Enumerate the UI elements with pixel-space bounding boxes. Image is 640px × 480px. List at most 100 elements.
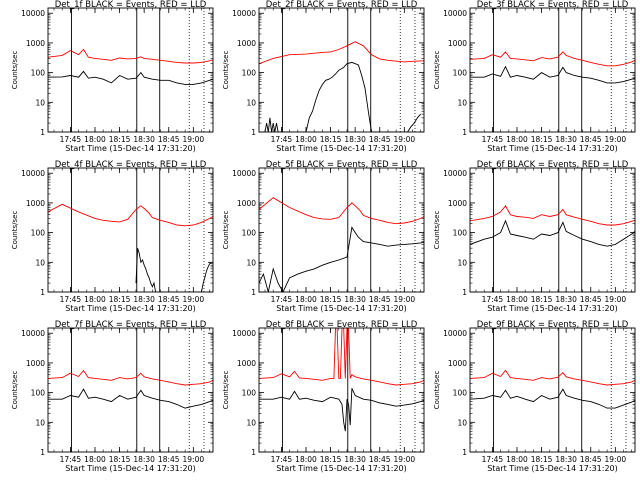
event-rate-line <box>470 65 635 84</box>
y-axis-label: Counts/sec <box>433 371 441 410</box>
x-tick-label: 18:00 <box>84 295 106 304</box>
x-tick-label: 19:00 <box>605 135 627 144</box>
x-axis-label: Start Time (15-Dec-14 17:31:20) <box>276 464 407 473</box>
x-tick-label: 19:00 <box>183 295 205 304</box>
y-tick-label: 1 <box>251 128 256 137</box>
plot-frame <box>47 7 214 133</box>
y-tick-label: 10 <box>246 98 256 107</box>
panel-title: Det_5f BLACK = Events, RED = LLD <box>266 160 418 170</box>
y-tick-label: 100 <box>453 69 468 78</box>
lld-rate-line <box>259 197 424 225</box>
x-axis-label: Start Time (15-Dec-14 17:31:20) <box>487 304 618 313</box>
y-tick-label: 1 <box>462 128 467 137</box>
x-tick-label: 17:45 <box>482 455 504 464</box>
x-tick-label: 18:00 <box>84 455 106 464</box>
x-tick-label: 18:00 <box>84 135 106 144</box>
lld-rate-line <box>470 204 635 226</box>
event-rate-line <box>48 388 213 409</box>
event-rate-line <box>470 388 635 409</box>
panel-title: Det_9f BLACK = Events, RED = LLD <box>477 320 629 330</box>
x-tick-label: 19:00 <box>183 135 205 144</box>
detector-panel: Det_5f BLACK = Events, RED = LLD Counts/s… <box>222 160 425 313</box>
event-rate-line <box>264 61 422 132</box>
y-tick-label: 1000 <box>237 359 256 368</box>
x-tick-label: 18:00 <box>506 135 528 144</box>
lld-rate-line <box>259 41 424 65</box>
x-tick-label: 18:15 <box>531 135 553 144</box>
detector-panel: Det_7f BLACK = Events, RED = LLD Counts/s… <box>11 320 214 473</box>
plot-frame <box>258 327 425 453</box>
y-tick-label: 100 <box>242 69 257 78</box>
y-tick-label: 100 <box>242 229 257 238</box>
x-axis-label: Start Time (15-Dec-14 17:31:20) <box>65 144 196 153</box>
x-tick-label: 18:15 <box>109 135 131 144</box>
panel-title: Det_8f BLACK = Events, RED = LLD <box>266 320 418 330</box>
y-tick-label: 1000 <box>237 39 256 48</box>
panel-title: Det_1f BLACK = Events, RED = LLD <box>55 0 207 10</box>
y-tick-label: 10000 <box>21 329 45 338</box>
detector-panel: Det_9f BLACK = Events, RED = LLD Counts/s… <box>433 320 636 473</box>
plot-frame <box>258 167 425 293</box>
lld-rate-line <box>48 369 213 386</box>
x-tick-label: 18:15 <box>531 455 553 464</box>
y-tick-label: 1 <box>40 288 45 297</box>
y-tick-label: 1000 <box>448 39 467 48</box>
x-tick-label: 18:45 <box>580 295 602 304</box>
plot-frame <box>469 167 636 293</box>
y-tick-label: 10 <box>246 258 256 267</box>
y-tick-label: 1000 <box>26 39 45 48</box>
y-tick-label: 10000 <box>232 169 256 178</box>
event-rate-line <box>135 247 212 292</box>
x-tick-label: 17:45 <box>60 295 82 304</box>
x-tick-label: 18:15 <box>320 295 342 304</box>
x-tick-label: 19:00 <box>394 455 416 464</box>
y-axis-label: Counts/sec <box>433 51 441 90</box>
event-rate-line <box>259 226 424 292</box>
y-tick-label: 1 <box>462 288 467 297</box>
x-axis-label: Start Time (15-Dec-14 17:31:20) <box>65 304 196 313</box>
y-tick-label: 10 <box>457 258 467 267</box>
y-axis-label: Counts/sec <box>11 51 19 90</box>
event-rate-line <box>259 388 424 432</box>
x-tick-label: 18:30 <box>133 135 155 144</box>
y-tick-label: 1000 <box>26 359 45 368</box>
y-tick-label: 10000 <box>443 329 467 338</box>
x-tick-label: 17:45 <box>482 135 504 144</box>
y-tick-label: 100 <box>31 69 46 78</box>
x-tick-label: 18:45 <box>369 295 391 304</box>
x-tick-label: 18:00 <box>295 455 317 464</box>
x-tick-label: 18:15 <box>531 295 553 304</box>
y-tick-label: 100 <box>242 389 257 398</box>
panel-title: Det_3f BLACK = Events, RED = LLD <box>477 0 629 10</box>
y-tick-label: 1 <box>251 448 256 457</box>
detector-panel: Det_2f BLACK = Events, RED = LLD Counts/s… <box>222 0 425 153</box>
panel-title: Det_6f BLACK = Events, RED = LLD <box>477 160 629 170</box>
y-tick-label: 10 <box>246 418 256 427</box>
event-rate-line <box>48 70 213 85</box>
y-tick-label: 100 <box>453 229 468 238</box>
plot-frame <box>47 327 214 453</box>
x-axis-label: Start Time (15-Dec-14 17:31:20) <box>65 464 196 473</box>
x-tick-label: 18:30 <box>344 135 366 144</box>
x-tick-label: 17:45 <box>271 135 293 144</box>
x-tick-label: 18:30 <box>555 455 577 464</box>
y-tick-label: 10000 <box>21 169 45 178</box>
x-axis-label: Start Time (15-Dec-14 17:31:20) <box>276 144 407 153</box>
x-tick-label: 17:45 <box>271 455 293 464</box>
x-axis-label: Start Time (15-Dec-14 17:31:20) <box>276 304 407 313</box>
y-axis-label: Counts/sec <box>11 211 19 250</box>
panel-title: Det_4f BLACK = Events, RED = LLD <box>55 160 207 170</box>
y-axis-label: Counts/sec <box>11 371 19 410</box>
y-tick-label: 10 <box>35 98 45 107</box>
x-tick-label: 18:45 <box>369 135 391 144</box>
y-axis-label: Counts/sec <box>433 211 441 250</box>
x-tick-label: 18:30 <box>133 295 155 304</box>
y-tick-label: 10000 <box>21 9 45 18</box>
lld-rate-line <box>259 328 424 386</box>
detector-panel: Det_4f BLACK = Events, RED = LLD Counts/s… <box>11 160 214 313</box>
y-tick-label: 10000 <box>443 9 467 18</box>
x-tick-label: 18:45 <box>580 455 602 464</box>
x-tick-label: 19:00 <box>605 455 627 464</box>
y-tick-label: 1 <box>40 128 45 137</box>
